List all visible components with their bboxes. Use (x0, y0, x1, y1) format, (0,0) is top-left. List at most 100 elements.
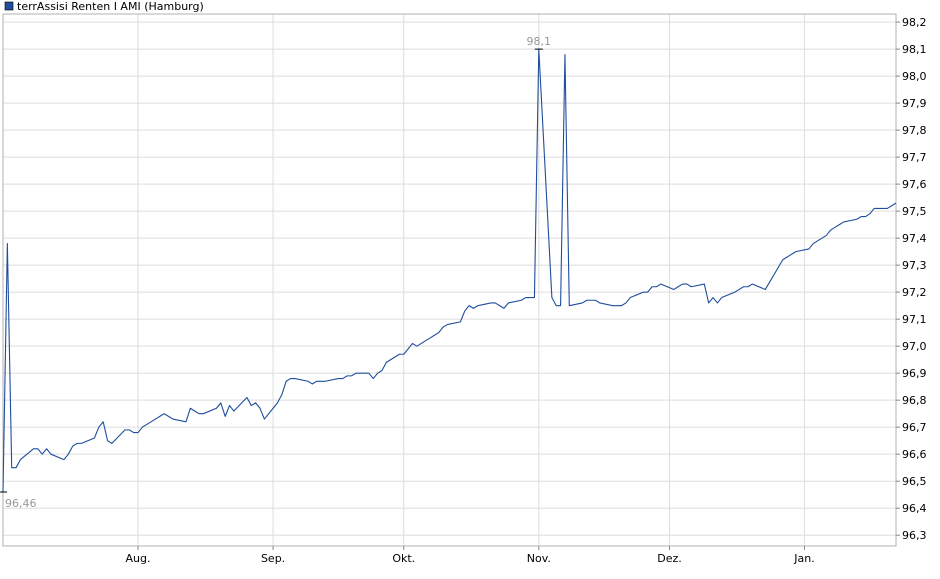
data-point (621, 305, 622, 306)
data-point (233, 410, 234, 411)
data-point (294, 378, 295, 379)
data-point (708, 302, 709, 303)
data-point (721, 297, 722, 298)
data-point (347, 375, 348, 376)
y-tick-label: 97,7 (902, 151, 927, 164)
data-point (98, 427, 99, 428)
data-point (50, 454, 51, 455)
data-point (595, 300, 596, 301)
data-point (368, 373, 369, 374)
data-point (81, 443, 82, 444)
data-point (229, 405, 230, 406)
y-tick-label: 96,8 (902, 394, 927, 407)
legend: terrAssisi Renten I AMI (Hamburg) (4, 0, 204, 13)
data-point (551, 297, 552, 298)
y-tick-label: 97,6 (902, 178, 927, 191)
data-point (246, 397, 247, 398)
annotation-label: 96,46 (5, 497, 37, 510)
data-point (503, 308, 504, 309)
data-point (460, 321, 461, 322)
data-point (129, 429, 130, 430)
data-point (42, 454, 43, 455)
y-tick-label: 96,7 (902, 421, 927, 434)
data-point (107, 440, 108, 441)
y-tick-label: 97,1 (902, 313, 927, 326)
data-point (874, 208, 875, 209)
data-point (630, 297, 631, 298)
y-tick-label: 96,5 (902, 475, 927, 488)
data-point (438, 332, 439, 333)
annotations: 96,46 98,1 (0, 35, 551, 510)
y-tick-label: 98,1 (902, 43, 927, 56)
data-point (403, 354, 404, 355)
data-point (826, 235, 827, 236)
y-tick-label: 97,4 (902, 232, 927, 245)
data-point (691, 286, 692, 287)
data-point (765, 289, 766, 290)
data-point (251, 405, 252, 406)
data-point (782, 259, 783, 260)
data-point (15, 467, 16, 468)
data-point (752, 283, 753, 284)
data-point (656, 286, 657, 287)
data-point (625, 302, 626, 303)
data-point (94, 437, 95, 438)
data-point (159, 416, 160, 417)
x-tick-label: Dez. (657, 552, 682, 565)
data-point (338, 378, 339, 379)
data-point (617, 305, 618, 306)
data-point (429, 337, 430, 338)
data-point (556, 305, 557, 306)
data-point (582, 302, 583, 303)
data-point (20, 459, 21, 460)
data-point (834, 227, 835, 228)
data-point (7, 243, 8, 244)
data-point (412, 343, 413, 344)
x-tick-label: Sep. (261, 552, 285, 565)
data-point (168, 416, 169, 417)
data-point (712, 297, 713, 298)
data-point (891, 205, 892, 206)
data-point (717, 302, 718, 303)
data-point (643, 292, 644, 293)
data-point (63, 459, 64, 460)
data-point (142, 427, 143, 428)
y-tick-label: 97,8 (902, 124, 927, 137)
data-point (194, 410, 195, 411)
data-point (442, 327, 443, 328)
data-point (68, 454, 69, 455)
data-point (124, 429, 125, 430)
data-point (286, 381, 287, 382)
data-point (887, 208, 888, 209)
data-point (808, 248, 809, 249)
data-point (76, 443, 77, 444)
y-tick-label: 96,3 (902, 529, 927, 542)
data-point (686, 283, 687, 284)
data-point (464, 310, 465, 311)
y-tick-label: 97,9 (902, 97, 927, 110)
data-point (164, 413, 165, 414)
data-point (590, 300, 591, 301)
y-tick-label: 97,3 (902, 259, 927, 272)
y-tick-label: 96,9 (902, 367, 927, 380)
data-point (111, 443, 112, 444)
data-point (599, 302, 600, 303)
data-point (499, 305, 500, 306)
data-point (33, 448, 34, 449)
data-point (647, 292, 648, 293)
data-point (839, 224, 840, 225)
data-point (678, 286, 679, 287)
data-point (190, 408, 191, 409)
data-point (525, 297, 526, 298)
data-point (682, 283, 683, 284)
data-point (355, 373, 356, 374)
data-point (477, 305, 478, 306)
annotation-label: 98,1 (527, 35, 552, 48)
y-tick-label: 97,2 (902, 286, 927, 299)
data-point (447, 324, 448, 325)
series-line (2, 48, 897, 492)
data-point (225, 416, 226, 417)
data-point (704, 283, 705, 284)
data-point (320, 381, 321, 382)
x-axis: Aug. Sep. Okt. Nov. Dez. Jan. (126, 546, 815, 565)
